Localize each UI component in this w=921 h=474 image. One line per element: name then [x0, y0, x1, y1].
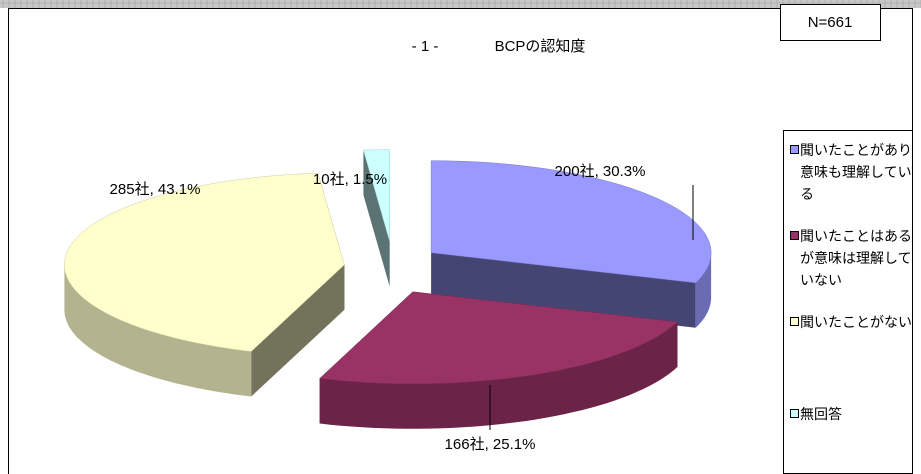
chart-title: BCPの認知度 — [495, 38, 586, 55]
legend-item: 聞いたことはあるが意味は理解していない — [790, 225, 916, 291]
slice — [319, 291, 679, 385]
slice-wall — [64, 264, 252, 397]
legend: 聞いたことがあり意味も理解している 聞いたことはあるが意味は理解していない聞いたこ… — [783, 130, 913, 474]
legend-swatch — [790, 317, 799, 326]
slice-side — [363, 150, 390, 287]
slice-wall — [695, 252, 712, 328]
data-label: 166社, 25.1% — [445, 436, 536, 453]
annotation: N=661 — [808, 14, 853, 31]
slice — [430, 160, 712, 284]
legend-item: 聞いたことがあり意味も理解している — [790, 139, 916, 205]
legend-label: 聞いたことがない — [800, 314, 912, 330]
legend-label: 聞いたことがあり意味も理解している — [800, 142, 912, 202]
data-label: 200社, 30.3% — [555, 163, 646, 180]
top-band — [0, 0, 921, 8]
slice — [363, 149, 390, 242]
data-label: 285社, 43.1% — [110, 181, 201, 198]
legend-item: 聞いたことがない — [790, 311, 916, 333]
legend-swatch — [790, 231, 799, 240]
legend-label: 聞いたことはあるが意味は理解していない — [800, 228, 912, 288]
slice-wall — [319, 321, 678, 429]
slice-side — [251, 264, 345, 397]
data-label: 10社, 1.5% — [313, 171, 387, 188]
legend-label: 無回答 — [800, 406, 842, 422]
slice — [64, 172, 345, 352]
annotation-box — [780, 4, 881, 41]
slice-side — [431, 252, 696, 328]
legend-item: 無回答 — [790, 403, 916, 425]
page-number: - 1 - — [412, 38, 439, 55]
legend-swatch — [790, 409, 799, 418]
legend-swatch — [790, 145, 799, 154]
